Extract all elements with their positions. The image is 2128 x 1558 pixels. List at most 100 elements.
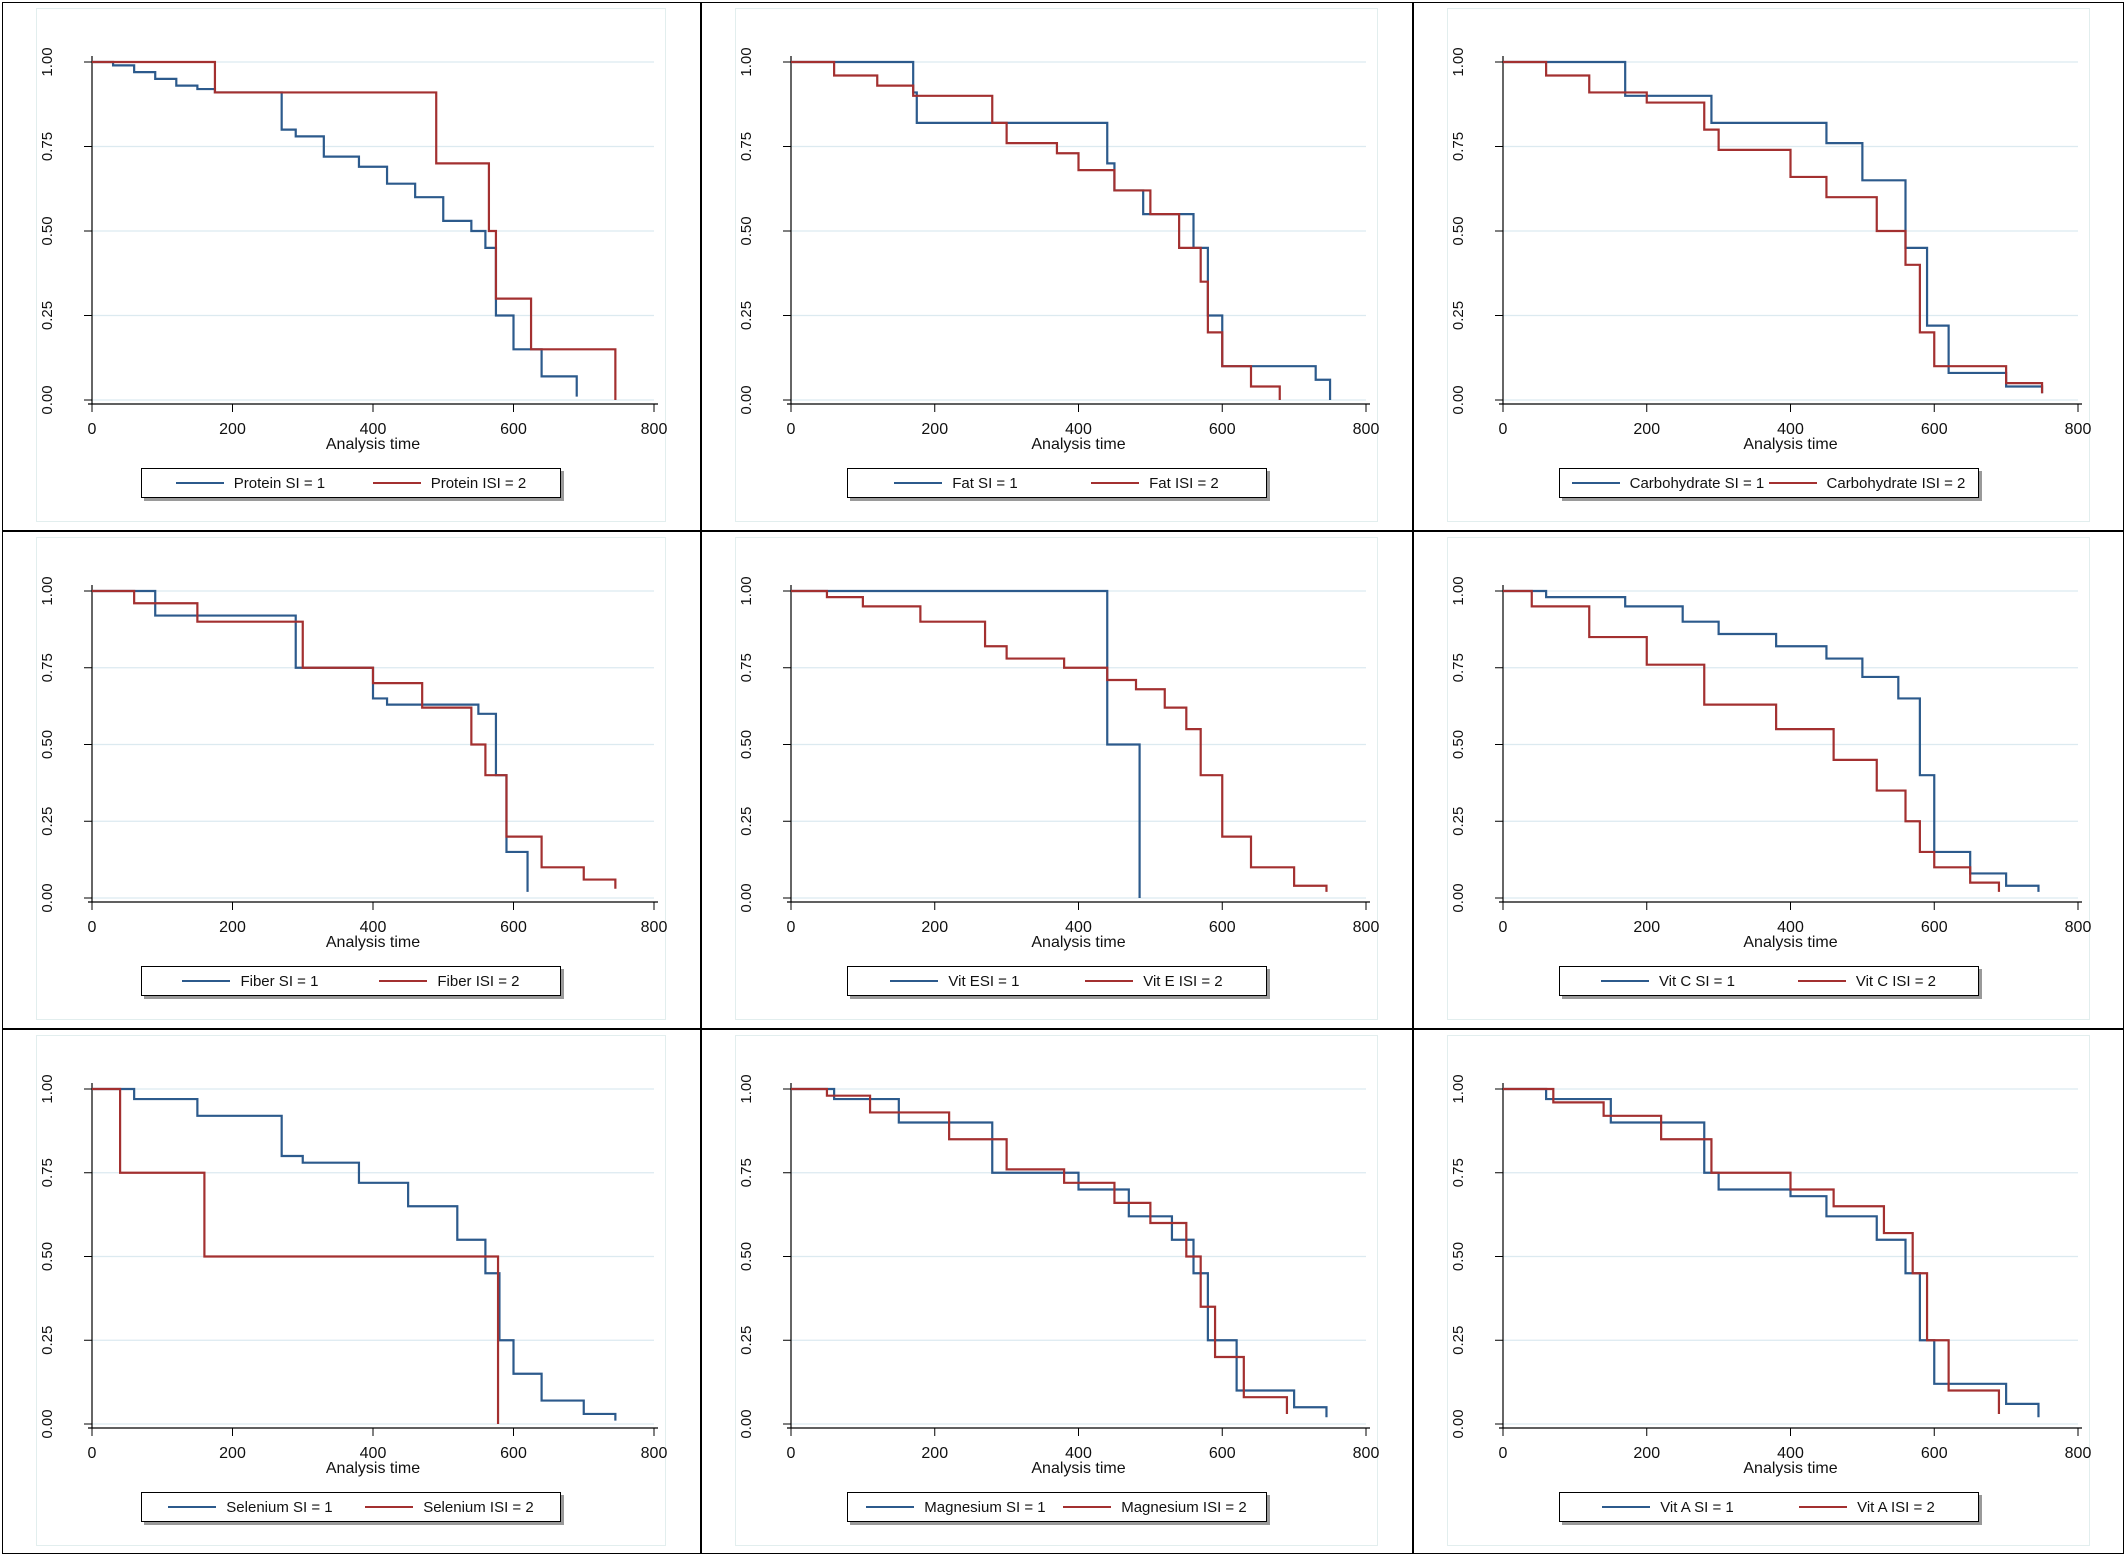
legend-entry: Magnesium ISI = 2: [1063, 1499, 1247, 1516]
legend: Protein SI = 1 Protein ISI = 2: [141, 468, 561, 498]
x-axis-title: Analysis time: [1031, 436, 1126, 453]
legend-entry: Protein ISI = 2: [372, 475, 526, 492]
legend-swatch: [182, 979, 231, 983]
x-tick-label: 200: [1633, 1445, 1660, 1462]
legend-entry: Vit ESI = 1: [890, 973, 1019, 990]
y-tick-label: 0.00: [1450, 883, 1467, 912]
legend-swatch: [1768, 481, 1817, 485]
legend-entry: Vit C ISI = 2: [1797, 973, 1936, 990]
y-tick-label: 0.00: [738, 385, 755, 414]
y-tick-label: 0.00: [39, 385, 56, 414]
legend-swatch: [1600, 979, 1649, 983]
km-plot-svg: 0.00 0.25 0.50 0.75 1.00 0 200 400 600 800: [738, 1074, 1380, 1462]
x-tick-label: 800: [1353, 1445, 1380, 1462]
y-tick-label: 0.75: [1450, 132, 1467, 161]
legend-label: Carbohydrate SI = 1: [1629, 474, 1765, 492]
km-panel-7: 0.00 0.25 0.50 0.75 1.00 0 200 400 600 800 Analysi…: [701, 1029, 1412, 1554]
y-tick-label: 0.25: [1450, 301, 1467, 330]
legend-label: Vit C SI = 1: [1658, 972, 1735, 990]
legend-swatch: [175, 481, 224, 485]
legend-swatch: [1063, 1505, 1112, 1509]
legend: Fat SI = 1 Fat ISI = 2: [846, 468, 1267, 498]
x-tick-label: 0: [1499, 421, 1508, 438]
y-tick-label: 0.25: [39, 1326, 56, 1355]
y-tick-label: 0.25: [738, 301, 755, 330]
km-panel-8: 0.00 0.25 0.50 0.75 1.00 0 200 400 600 800 Analysi…: [1413, 1029, 2124, 1554]
y-tick-label: 0.75: [1450, 1158, 1467, 1187]
legend: Vit A SI = 1 Vit A ISI = 2: [1558, 1492, 1979, 1522]
x-tick-label: 600: [500, 1445, 527, 1462]
legend-label: Vit A ISI = 2: [1857, 1498, 1935, 1516]
x-tick-label: 800: [2065, 421, 2092, 438]
km-plot-svg: 0.00 0.25 0.50 0.75 1.00 0 200 400 600 800: [39, 576, 668, 936]
legend-label: Selenium ISI = 2: [423, 1498, 534, 1516]
km-panel-3: 0.00 0.25 0.50 0.75 1.00 0 200 400 600 800 Analysi…: [2, 531, 700, 1028]
legend-entry: Vit C SI = 1: [1600, 972, 1735, 990]
y-tick-label: 0.25: [39, 301, 56, 330]
y-tick-label: 1.00: [1450, 1074, 1467, 1103]
legend-label: Vit A SI = 1: [1660, 1498, 1734, 1516]
x-axis-title: Analysis time: [1031, 934, 1126, 951]
x-tick-label: 800: [1353, 421, 1380, 438]
legend-entry: Fat ISI = 2: [1091, 475, 1219, 492]
y-tick-label: 1.00: [1450, 47, 1467, 76]
x-tick-label: 200: [219, 919, 246, 936]
y-tick-label: 0.25: [1450, 807, 1467, 836]
plot-region-frame: [1447, 537, 2090, 1020]
km-curve-isi-2: [1503, 589, 2001, 892]
km-panel-6: 0.00 0.25 0.50 0.75 1.00 0 200 400 600 800 Analysi…: [2, 1029, 700, 1554]
y-tick-label: 1.00: [39, 1074, 56, 1103]
y-tick-label: 0.75: [738, 653, 755, 682]
km-panel-0: 0.00 0.25 0.50 0.75 1.00 0 200 400 600 800 Analysi…: [2, 2, 700, 530]
y-tick-label: 0.25: [738, 1326, 755, 1355]
y-tick-label: 1.00: [39, 47, 56, 76]
y-tick-label: 0.25: [1450, 1326, 1467, 1355]
x-tick-label: 0: [787, 919, 796, 936]
km-curve-si-1: [92, 589, 529, 892]
y-tick-label: 0.75: [1450, 653, 1467, 682]
legend-swatch: [168, 1505, 217, 1509]
km-curve-si-1: [791, 1087, 1328, 1418]
legend: Carbohydrate SI = 1 Carbohydrate ISI = 2: [1558, 468, 1979, 498]
plot-region-frame: [735, 1035, 1378, 1546]
y-tick-label: 1.00: [738, 576, 755, 605]
x-tick-label: 400: [1777, 421, 1804, 438]
x-tick-label: 200: [921, 1445, 948, 1462]
legend-label: Vit E ISI = 2: [1143, 972, 1223, 990]
y-tick-label: 0.50: [738, 730, 755, 759]
y-tick-label: 0.50: [1450, 216, 1467, 245]
x-tick-label: 400: [1777, 1445, 1804, 1462]
x-tick-label: 800: [641, 919, 668, 936]
x-tick-label: 400: [1065, 1445, 1092, 1462]
km-curve-isi-2: [1503, 60, 2044, 394]
y-tick-label: 1.00: [39, 576, 56, 605]
x-tick-label: 0: [1499, 919, 1508, 936]
plot-region-frame: [36, 1035, 666, 1546]
km-curve-si-1: [791, 589, 1141, 898]
km-plot-svg: 0.00 0.25 0.50 0.75 1.00 0 200 400 600 800: [1450, 47, 2092, 438]
legend-label: Fiber SI = 1: [240, 972, 319, 990]
y-tick-label: 0.25: [39, 807, 56, 836]
x-tick-label: 600: [500, 421, 527, 438]
legend-label: Carbohydrate ISI = 2: [1826, 474, 1966, 492]
x-axis-title: Analysis time: [325, 934, 421, 951]
km-panel-2: 0.00 0.25 0.50 0.75 1.00 0 200 400 600 800 Analysi…: [1413, 2, 2124, 530]
plot-region-frame: [36, 8, 666, 522]
km-curve-si-1: [92, 60, 578, 397]
legend: Selenium SI = 1 Selenium ISI = 2: [141, 1492, 561, 1522]
x-tick-label: 600: [500, 919, 527, 936]
km-plot-svg: 0.00 0.25 0.50 0.75 1.00 0 200 400 600 800: [1450, 1074, 2091, 1462]
km-curve-isi-2: [1503, 1087, 2001, 1414]
legend-swatch: [890, 979, 939, 983]
legend-entry: Fiber SI = 1: [182, 973, 318, 990]
x-tick-label: 400: [1065, 421, 1092, 438]
legend-label: Fat ISI = 2: [1149, 474, 1219, 492]
plot-region-frame: [1447, 1035, 2090, 1546]
legend-entry: Vit A SI = 1: [1602, 1499, 1734, 1516]
x-tick-label: 400: [360, 919, 387, 936]
legend-label: Vit ESI = 1: [948, 972, 1020, 990]
grid-divider-v2: [1412, 2, 1414, 1554]
y-tick-label: 1.00: [738, 47, 755, 76]
km-panel-1: 0.00 0.25 0.50 0.75 1.00 0 200 400 600 800 Analysi…: [701, 2, 1412, 530]
km-curve-si-1: [791, 60, 1332, 400]
